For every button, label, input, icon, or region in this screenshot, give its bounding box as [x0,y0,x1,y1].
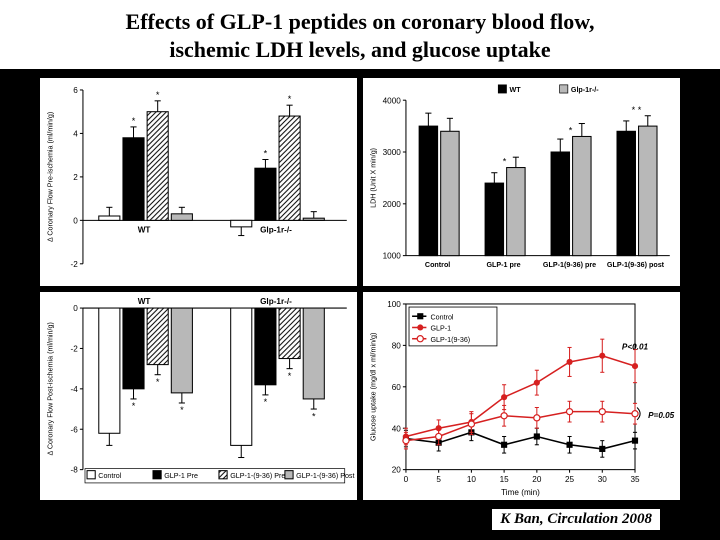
svg-text:-6: -6 [71,425,79,434]
svg-text:4000: 4000 [383,96,402,105]
svg-text:Δ Coronary Flow Pre-ischemia (: Δ Coronary Flow Pre-ischemia (ml/min/g) [46,112,54,242]
title-line-2: ischemic LDH levels, and glucose uptake [169,37,550,62]
svg-text:*: * [312,411,316,421]
svg-text:WT: WT [138,226,151,235]
svg-text:GLP-1(9-36) pre: GLP-1(9-36) pre [543,261,596,269]
svg-text:100: 100 [387,300,401,309]
svg-text:40: 40 [392,424,402,433]
svg-text:Control: Control [98,472,121,480]
svg-text:6: 6 [73,86,78,95]
svg-text:P<0.01: P<0.01 [622,343,649,352]
svg-text:20: 20 [392,466,402,475]
svg-text:1000: 1000 [383,252,402,261]
svg-text:Δ Coronary Flow Post-ischemia: Δ Coronary Flow Post-ischemia (ml/min/g) [46,322,54,455]
svg-text:30: 30 [598,475,608,484]
svg-text:Control: Control [430,313,453,321]
svg-text:80: 80 [392,341,402,350]
svg-text:60: 60 [392,383,402,392]
svg-text:* *: * * [632,105,642,115]
svg-text:20: 20 [532,475,542,484]
svg-text:Glucose uptake (mg/dl x ml/min: Glucose uptake (mg/dl x ml/min/g) [369,333,377,441]
svg-text:25: 25 [565,475,575,484]
svg-text:35: 35 [630,475,640,484]
svg-text:LDH (Unit X min/g): LDH (Unit X min/g) [369,148,377,208]
svg-text:Glp-1r-/-: Glp-1r-/- [260,226,292,235]
svg-text:Glp-1r-/-: Glp-1r-/- [260,297,292,306]
svg-text:-4: -4 [71,385,79,394]
svg-text:2000: 2000 [383,200,402,209]
citation: K Ban, Circulation 2008 [492,509,660,530]
svg-text:GLP-1-(9-36) Pre: GLP-1-(9-36) Pre [230,472,285,480]
panel-bottom-left: -8 -6 -4 -2 0 WT * * * Glp-1r-/- * * * Control GLP-1 P… [40,292,357,500]
chart-panels: -2 0 2 4 6 * * WT * * Glp-1r-/- Δ Coronary Flow Pre… [40,78,680,500]
svg-text:5: 5 [436,475,441,484]
panel-bottom-right: 0 5 10 15 20 25 30 35 20 40 60 80 100 P<0.01 P=0.05 Con… [363,292,680,500]
svg-text:GLP-1 Pre: GLP-1 Pre [164,472,198,480]
svg-text:Glp-1r-/-: Glp-1r-/- [571,86,599,94]
svg-text:0: 0 [73,304,78,313]
title-line-1: Effects of GLP-1 peptides on coronary bl… [126,9,595,34]
svg-text:*: * [503,157,507,167]
svg-text:*: * [180,405,184,415]
svg-text:GLP-1-(9-36) Post: GLP-1-(9-36) Post [296,472,354,480]
svg-text:-2: -2 [71,345,79,354]
svg-text:0: 0 [404,475,409,484]
svg-text:WT: WT [138,297,151,306]
svg-text:*: * [156,377,160,387]
panel-top-left: -2 0 2 4 6 * * WT * * Glp-1r-/- Δ Coronary Flow Pre… [40,78,357,286]
svg-text:*: * [132,116,136,126]
svg-text:*: * [288,371,292,381]
svg-text:WT: WT [510,86,522,94]
svg-text:Control: Control [425,261,450,269]
panel-top-right: 1000 2000 3000 4000 Control * GLP-1 pre * GLP-1(… [363,78,680,286]
svg-text:GLP-1(9-36) post: GLP-1(9-36) post [607,261,665,269]
svg-text:*: * [156,90,160,100]
svg-text:10: 10 [467,475,477,484]
svg-text:-8: -8 [71,466,79,475]
svg-text:*: * [132,401,136,411]
svg-text:-2: -2 [71,260,79,269]
svg-text:GLP-1(9-36): GLP-1(9-36) [430,336,470,344]
svg-text:Time (min): Time (min) [501,488,540,497]
slide-title: Effects of GLP-1 peptides on coronary bl… [0,0,720,69]
svg-text:GLP-1: GLP-1 [430,325,451,333]
svg-text:P=0.05: P=0.05 [648,411,675,420]
svg-text:2: 2 [73,173,78,182]
svg-text:*: * [264,148,268,158]
svg-text:3000: 3000 [383,148,402,157]
svg-text:4: 4 [73,129,78,138]
svg-text:GLP-1 pre: GLP-1 pre [487,261,521,269]
svg-text:*: * [264,397,268,407]
svg-text:*: * [569,126,573,136]
svg-text:*: * [288,94,292,104]
svg-text:15: 15 [500,475,510,484]
svg-text:0: 0 [73,216,78,225]
